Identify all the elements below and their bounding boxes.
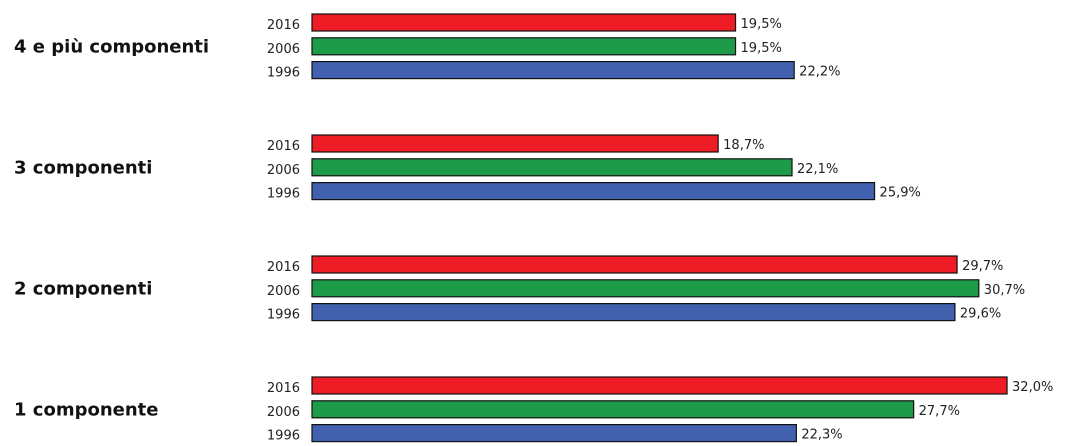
- category-label: 3 componenti: [14, 157, 152, 178]
- bar-1996: [311, 303, 956, 322]
- bar-2016: [311, 376, 1008, 395]
- year-label: 2016: [267, 139, 300, 154]
- value-label: 29,7%: [962, 259, 1003, 274]
- value-label: 22,3%: [801, 428, 842, 443]
- value-label: 25,9%: [880, 186, 921, 201]
- bar-1996: [311, 60, 795, 80]
- value-label: 32,0%: [1012, 380, 1053, 395]
- bar-2006: [311, 279, 980, 298]
- year-label: 2016: [267, 260, 300, 275]
- year-label: 1996: [267, 429, 300, 444]
- category-label: 1 componente: [14, 399, 158, 420]
- bar-2006: [311, 37, 737, 56]
- year-label: 2006: [267, 405, 300, 420]
- bar-2006: [311, 158, 793, 177]
- year-label: 2006: [267, 163, 300, 178]
- year-label: 1996: [267, 187, 300, 202]
- bar-2016: [311, 255, 958, 274]
- year-label: 2006: [267, 42, 300, 57]
- value-label: 18,7%: [723, 138, 764, 153]
- bar-2016: [311, 13, 737, 32]
- value-label: 27,7%: [919, 404, 960, 419]
- category-group: 4 e più componenti 2016 19,5% 2006 19,5% 1996…: [14, 13, 840, 81]
- value-label: 19,5%: [741, 17, 782, 32]
- value-label: 22,2%: [799, 65, 840, 80]
- value-label: 22,1%: [797, 162, 838, 177]
- category-label: 2 componenti: [14, 278, 152, 299]
- value-label: 30,7%: [984, 283, 1025, 298]
- category-label: 4 e più componenti: [14, 36, 209, 57]
- category-group: 2 componenti 2016 29,7% 2006 30,7% 1996 29,6%: [14, 255, 1025, 323]
- bar-1996: [311, 424, 797, 443]
- bar-2016: [311, 134, 719, 153]
- year-label: 2016: [267, 18, 300, 33]
- category-group: 1 componente 2016 32,0% 2006 27,7% 1996 22,3%: [14, 376, 1053, 444]
- value-label: 29,6%: [960, 307, 1001, 322]
- value-label: 19,5%: [741, 41, 782, 56]
- year-label: 1996: [267, 308, 300, 323]
- bar-1996: [311, 182, 876, 201]
- year-label: 2006: [267, 284, 300, 299]
- year-label: 1996: [267, 66, 300, 81]
- bar-2006: [311, 400, 915, 419]
- year-label: 2016: [267, 381, 300, 396]
- category-group: 3 componenti 2016 18,7% 2006 22,1% 1996 25,9%: [14, 134, 921, 202]
